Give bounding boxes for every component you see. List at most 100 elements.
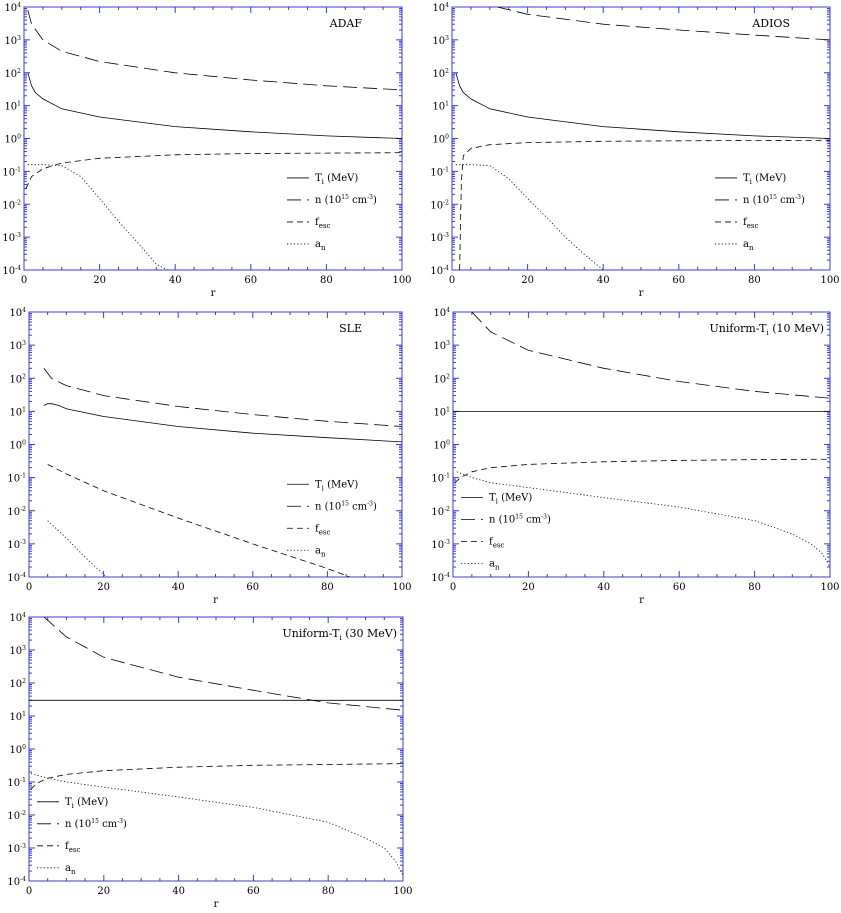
legend-entry: an xyxy=(65,863,76,876)
x-tick-label: 100 xyxy=(392,275,411,286)
y-tick-label: 100 xyxy=(433,440,450,452)
y-tick-label: 102 xyxy=(4,68,21,80)
x-tick-label: 20 xyxy=(97,886,110,897)
chart-panel-3: 10-4 10-3 10-2 10-1 100 101 102 103 104 0 20 40 60 80… xyxy=(7,307,411,606)
y-tick-label: 10-2 xyxy=(7,810,26,822)
chart-title: SLE xyxy=(339,322,362,335)
y-tick-label: 102 xyxy=(9,678,26,690)
y-tick-label: 10-1 xyxy=(430,166,449,178)
x-tick-label: 60 xyxy=(673,582,686,593)
x-tick-label: 40 xyxy=(169,275,182,286)
legend-entry: fesc xyxy=(489,537,504,550)
legend-entry: an xyxy=(315,239,326,252)
legend-entry: Ti (MeV) xyxy=(489,493,532,506)
series-line-an xyxy=(47,520,108,577)
y-tick-label: 10-2 xyxy=(431,506,450,518)
y-tick-label: 101 xyxy=(9,711,26,723)
y-tick-label: 10-3 xyxy=(2,232,21,244)
x-tick-label: 60 xyxy=(247,886,260,897)
legend-entry: Ti (MeV) xyxy=(65,797,108,810)
legend-entry: Ti (MeV) xyxy=(315,173,358,186)
series-line-n-10-15-cm-3- xyxy=(471,312,830,399)
legend-entry: n (1015 cm-3) xyxy=(65,818,127,830)
chart-panel-1: 10-4 10-3 10-2 10-1 100 101 102 103 104 0 20 40 60 80… xyxy=(2,2,411,299)
legend-entry: fesc xyxy=(315,217,330,230)
series-line-fesc xyxy=(25,152,402,189)
y-tick-label: 10-2 xyxy=(430,199,449,211)
y-tick-label: 10-2 xyxy=(2,199,21,211)
series-line-n-10-15-cm-3- xyxy=(43,368,402,427)
chart-panel-4: 10-4 10-3 10-2 10-1 100 101 102 103 104 0 20 40 60 80… xyxy=(431,307,839,606)
x-axis-label: r xyxy=(211,288,216,299)
y-tick-label: 104 xyxy=(4,2,21,14)
series-line-an xyxy=(455,164,604,270)
x-tick-label: 80 xyxy=(321,582,334,593)
legend-entry: n (1015 cm-3) xyxy=(315,194,377,206)
series-line-fesc xyxy=(454,458,830,484)
x-tick-label: 0 xyxy=(21,275,27,286)
chart-title: ADAF xyxy=(329,17,363,30)
y-tick-label: 103 xyxy=(9,340,26,352)
y-tick-label: 103 xyxy=(9,645,26,657)
y-tick-label: 102 xyxy=(432,68,449,80)
x-tick-label: 0 xyxy=(26,582,32,593)
y-tick-label: 10-4 xyxy=(431,572,450,584)
y-tick-label: 100 xyxy=(9,744,26,756)
x-tick-label: 40 xyxy=(172,886,185,897)
x-tick-label: 100 xyxy=(820,582,839,593)
y-tick-label: 104 xyxy=(432,2,449,14)
legend-entry: an xyxy=(315,545,326,558)
x-tick-label: 20 xyxy=(521,275,534,286)
plot-frame xyxy=(23,6,403,271)
y-tick-label: 10-2 xyxy=(7,506,26,518)
x-tick-label: 100 xyxy=(393,886,412,897)
x-tick-label: 60 xyxy=(246,582,259,593)
y-tick-label: 104 xyxy=(9,307,26,319)
x-tick-label: 100 xyxy=(820,275,839,286)
chart-panel-2: 10-4 10-3 10-2 10-1 100 101 102 103 104 0 20 40 60 80… xyxy=(430,2,839,299)
series-line-fesc xyxy=(30,763,403,790)
legend-entry: fesc xyxy=(315,523,330,536)
plot-frame xyxy=(28,616,404,882)
x-tick-label: 100 xyxy=(392,582,411,593)
series-line-n-10-15-cm-3- xyxy=(497,7,830,41)
y-tick-label: 100 xyxy=(432,134,449,146)
series-line-ti-mev- xyxy=(27,72,402,139)
y-tick-label: 101 xyxy=(4,101,21,113)
legend-entry: n (1015 cm-3) xyxy=(315,500,377,512)
x-tick-label: 80 xyxy=(748,275,761,286)
plot-frame xyxy=(451,6,831,271)
x-tick-label: 0 xyxy=(449,275,455,286)
x-tick-label: 40 xyxy=(172,582,185,593)
series-line-ti-mev- xyxy=(43,403,402,443)
y-tick-label: 10-1 xyxy=(431,473,450,485)
x-axis-label: r xyxy=(214,899,219,910)
legend-entry: fesc xyxy=(65,841,80,854)
series-line-an xyxy=(30,773,403,876)
y-tick-label: 101 xyxy=(9,406,26,418)
chart-panel-5: 10-4 10-3 10-2 10-1 100 101 102 103 104 0 20 40 60 80… xyxy=(7,612,412,910)
y-tick-label: 10-1 xyxy=(7,777,26,789)
x-tick-label: 40 xyxy=(597,275,610,286)
plot-frame xyxy=(28,311,403,578)
x-tick-label: 60 xyxy=(244,275,257,286)
chart-title: Uniform-Ti (30 MeV) xyxy=(283,627,397,642)
series-line-n-10-15-cm-3- xyxy=(43,617,403,711)
x-tick-label: 60 xyxy=(672,275,685,286)
y-tick-label: 10-3 xyxy=(7,539,26,551)
y-tick-label: 10-3 xyxy=(431,539,450,551)
series-line-n-10-15-cm-3- xyxy=(27,10,402,91)
y-tick-label: 10-4 xyxy=(2,265,21,277)
y-tick-label: 101 xyxy=(432,101,449,113)
y-tick-label: 104 xyxy=(9,612,26,624)
legend-entry: n (1015 cm-3) xyxy=(743,194,805,206)
legend-entry: fesc xyxy=(743,217,758,230)
x-axis-label: r xyxy=(639,288,644,299)
series-line-fesc xyxy=(47,464,350,577)
x-axis-label: r xyxy=(213,595,218,606)
x-tick-label: 20 xyxy=(97,582,110,593)
series-line-ti-mev- xyxy=(455,72,830,139)
x-axis-label: r xyxy=(639,595,644,606)
chart-title: ADIOS xyxy=(751,17,790,30)
